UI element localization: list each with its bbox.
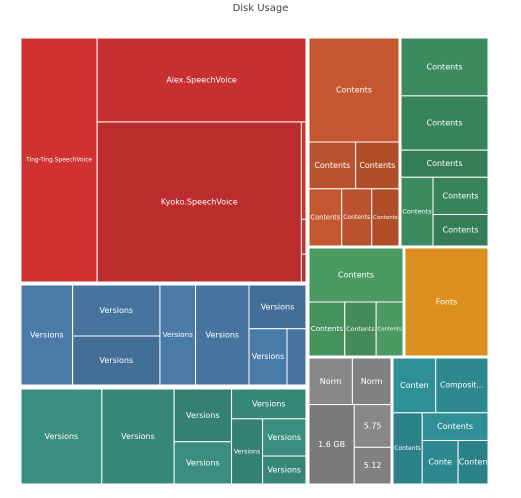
treemap-cell-label: Norm xyxy=(320,377,342,386)
treemap-cell-label: Contents xyxy=(343,214,370,221)
treemap-cell[interactable] xyxy=(308,247,404,303)
treemap-cell-label: Contents xyxy=(314,161,350,170)
treemap-cell-label: Contents xyxy=(427,119,463,128)
treemap-cell[interactable] xyxy=(308,357,353,406)
treemap-cell-label: Versions xyxy=(205,331,239,340)
treemap-cell[interactable] xyxy=(308,37,400,143)
green-group: Contents Contents Contents Contents Contents… xyxy=(400,37,489,247)
treemap-cell[interactable] xyxy=(341,188,373,247)
treemap-cell-label: Fonts xyxy=(436,298,458,307)
treemap-cell[interactable] xyxy=(300,253,307,283)
treemap-cell-label: Contents xyxy=(346,326,374,333)
treemap-cell[interactable] xyxy=(375,301,404,357)
treemap-cell-label: Versions xyxy=(100,356,134,365)
treemap-cell-label: Versions xyxy=(30,331,64,340)
treemap-cell[interactable] xyxy=(404,247,489,357)
treemap-cell[interactable] xyxy=(351,357,392,406)
treemap-cell[interactable] xyxy=(195,284,250,386)
treemap-cell-label: Conten xyxy=(400,381,429,390)
treemap-cell[interactable] xyxy=(353,446,392,485)
treemap-cell[interactable] xyxy=(300,218,307,255)
treemap-cell[interactable] xyxy=(20,284,74,386)
treemap-cell-label: Contents xyxy=(359,161,395,170)
treemap-cell-label: Versions xyxy=(186,458,220,467)
treemap-cell[interactable] xyxy=(262,418,307,457)
treemap-cell-label: Versions xyxy=(121,432,155,441)
treemap-cell[interactable] xyxy=(248,328,288,386)
treemap-cell-label: Versions xyxy=(163,330,193,339)
treemap-cell-label: Versions xyxy=(261,302,295,311)
chart-title: Disk Usage xyxy=(232,3,289,14)
treemap-cell-label: Versions xyxy=(45,432,79,441)
treemap-cell-label: Versions xyxy=(252,352,284,361)
treemap-cell[interactable] xyxy=(96,37,307,123)
treemap-cell[interactable] xyxy=(20,388,103,485)
treemap-cell-label: Contents xyxy=(443,226,479,235)
treemap-cell-label: Versions xyxy=(100,306,134,315)
treemap-cell-label: 1.6 GB xyxy=(318,440,345,449)
treemap-cell-label: Contents xyxy=(394,446,421,452)
treemap-cell[interactable] xyxy=(308,404,355,485)
gold-group: Fonts xyxy=(404,247,489,357)
treemap-cell[interactable] xyxy=(400,149,489,178)
treemap-cell[interactable] xyxy=(248,284,307,330)
treemap-cell[interactable] xyxy=(101,388,175,485)
treemap-cell[interactable] xyxy=(371,188,400,247)
treemap-cell-label: Conte xyxy=(428,458,452,467)
treemap-cell-label: Ting-Ting.SpeechVoice xyxy=(25,158,92,164)
treemap-cell-label: Contents xyxy=(373,215,398,221)
treemap-cell[interactable] xyxy=(286,328,307,386)
treemap-cell[interactable] xyxy=(308,141,357,190)
treemap-cell[interactable] xyxy=(400,37,489,97)
treemap-cell-label: 5.12 xyxy=(364,461,382,470)
treemap-cell[interactable] xyxy=(159,284,197,386)
treemap-cell[interactable] xyxy=(173,388,233,443)
treemap-cell[interactable] xyxy=(421,439,459,485)
treemap-cell-label: Contents xyxy=(427,62,463,71)
treemap-cell-label: Conten xyxy=(459,458,488,467)
treemap-cell-label: Kyoko.SpeechVoice xyxy=(161,197,238,206)
treemap-cell-label: Contents xyxy=(427,159,463,168)
treemap-cell-label: Contents xyxy=(336,86,372,95)
treemap-cell-label: Norm xyxy=(361,377,383,386)
teal-group: Versions Versions Versions Versions Versions… xyxy=(20,388,307,485)
treemap-cell-label: Contents xyxy=(402,208,432,216)
treemap-cell[interactable] xyxy=(432,176,489,215)
treemap-cell-label: Alex.SpeechVoice xyxy=(166,75,237,84)
treemap-cell-label: Versions xyxy=(234,448,260,455)
treemap-cell[interactable] xyxy=(457,439,489,485)
treemap-cell-label: 5.75 xyxy=(364,421,382,430)
treemap-cell[interactable] xyxy=(262,455,307,485)
red-group: Ting-Ting.SpeechVoice Alex.SpeechVoice Kyo… xyxy=(20,37,307,283)
treemap-cell-label: Contents xyxy=(311,213,341,221)
treemap-cell[interactable] xyxy=(72,335,161,386)
treemap-cell-label: Versions xyxy=(252,399,286,408)
misc-group: Conten Composit... Contents Contents Conte Co… xyxy=(392,357,489,485)
treemap-cell[interactable] xyxy=(20,37,98,283)
blue-group: Versions Versions Versions Versions Versions… xyxy=(20,284,307,386)
treemap-cell-label: Contents xyxy=(443,191,479,200)
gray-group: Norm Norm 1.6 GB 5.75 5.12 xyxy=(308,357,392,485)
treemap-cell[interactable] xyxy=(432,213,489,247)
treemap-cell[interactable] xyxy=(308,301,346,357)
treemap-cell[interactable] xyxy=(400,95,489,151)
treemap-cell-label: Versions xyxy=(267,433,301,442)
treemap-cell[interactable] xyxy=(231,388,307,420)
treemap-cell-label: Contents xyxy=(377,327,401,333)
treemap-cell[interactable] xyxy=(300,121,307,220)
treemap-cell-label: Versions xyxy=(267,466,301,475)
treemap-cell[interactable] xyxy=(355,141,400,190)
treemap-cell-label: Contents xyxy=(311,324,344,333)
treemap-cell-label: Contents xyxy=(338,271,374,280)
treemap-cell-label: Composit... xyxy=(440,380,484,389)
treemap-cell-label: Versions xyxy=(186,411,220,420)
treemap-cell[interactable] xyxy=(400,176,434,247)
treemap-cell-label: Contents xyxy=(437,422,473,431)
